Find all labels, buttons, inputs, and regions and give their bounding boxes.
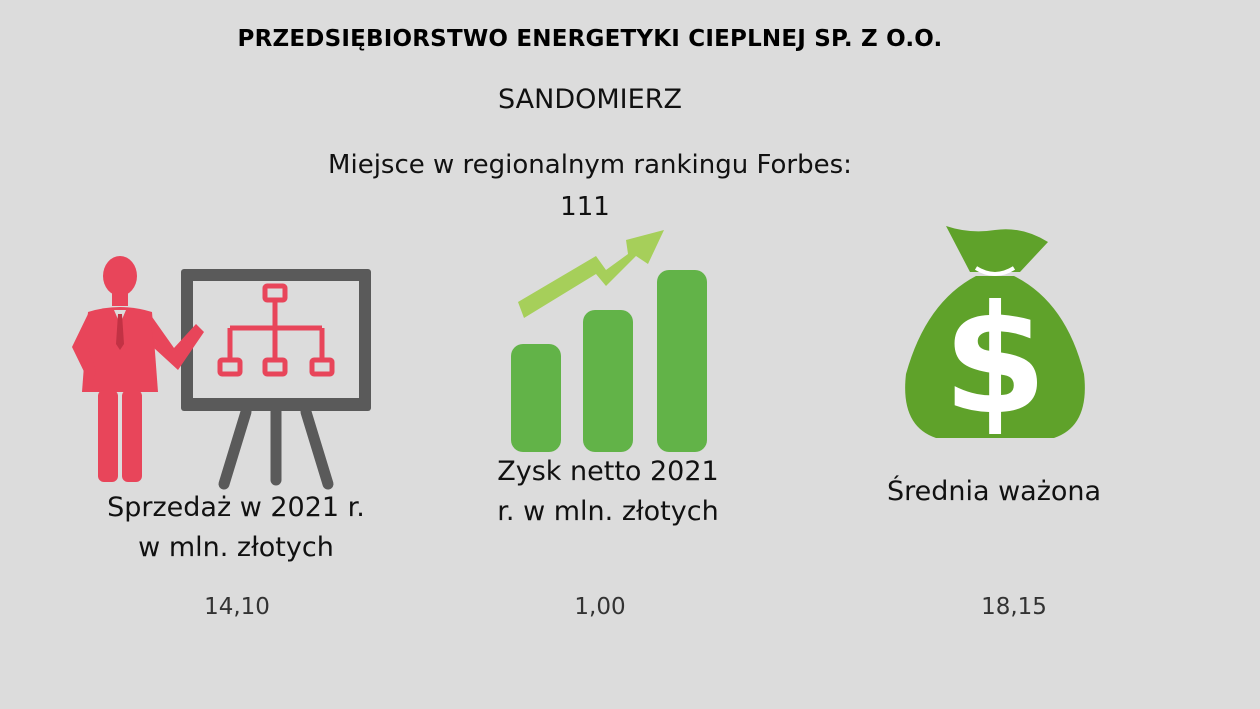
- metric-sales-value: 14,10: [204, 594, 270, 620]
- ranking-label: Miejsce w regionalnym rankingu Forbes:: [328, 150, 852, 180]
- money-bag-icon: $: [905, 226, 1085, 448]
- metric-sales-caption-line2: w mln. złotych: [138, 532, 334, 563]
- metric-sales-caption: Sprzedaż w 2021 r. w mln. złotych: [96, 488, 376, 568]
- company-name: PRZEDSIĘBIORSTWO ENERGETYKI CIEPLNEJ SP.…: [237, 26, 943, 52]
- metric-profit-caption: Zysk netto 2021 r. w mln. złotych: [468, 452, 748, 532]
- metric-weighted-caption: Średnia ważona: [852, 472, 1136, 512]
- growth-bars-icon: [511, 230, 707, 452]
- metric-weighted-value: 18,15: [981, 594, 1047, 620]
- metric-profit-caption-line2: r. w mln. złotych: [497, 496, 719, 527]
- city-name: SANDOMIERZ: [498, 84, 682, 115]
- ranking-value: 111: [560, 192, 610, 222]
- presenter-chart-icon: [72, 256, 371, 490]
- svg-text:$: $: [943, 274, 1047, 448]
- metric-profit-value: 1,00: [574, 594, 626, 620]
- metric-profit-caption-line1: Zysk netto 2021: [497, 456, 719, 487]
- metric-weighted-caption-line1: Średnia ważona: [886, 476, 1102, 507]
- metric-sales-caption-line1: Sprzedaż w 2021 r.: [107, 492, 365, 523]
